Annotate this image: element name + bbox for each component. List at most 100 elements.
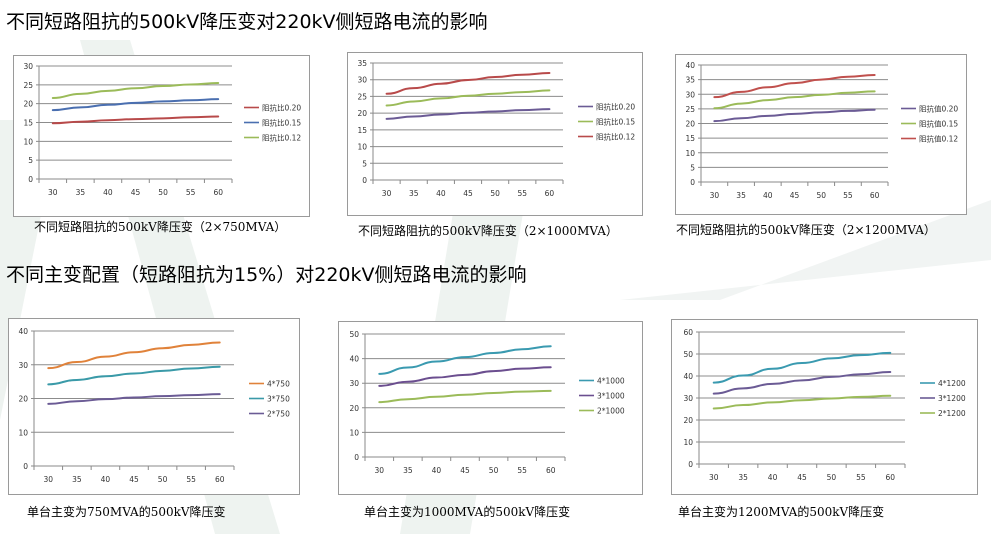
chart-svg: 0 5 10 15 20 25 30 30 35 40 45 50 55 60 阻抗比0.20 阻抗比0.15… [23,62,301,197]
legend-item: 3*1200 [920,394,966,403]
x-tick-label: 55 [856,473,866,482]
x-tick-label: 45 [463,189,473,198]
series-line [385,72,551,95]
chart-2x1000: 0 5 10 15 20 25 30 35 30 35 40 45 50 55 60 阻抗比0.20 阻抗比0.… [347,52,643,216]
y-tick-label: 10 [357,143,367,152]
y-tick-label: 0 [362,176,367,185]
x-tick-label: 60 [545,189,555,198]
legend-label: 2*1000 [597,407,625,416]
y-tick-label: 40 [683,372,693,381]
legend-label: 阻抗比0.20 [262,103,301,113]
watermark-shape [620,200,991,300]
chart-2x1200: 0 5 10 15 20 25 30 35 40 30 35 40 45 50 55 60 阻抗值0.20 阻抗值… [675,54,967,215]
y-tick-label: 5 [28,156,33,165]
chart-750-config: 0 10 20 30 40 30 35 40 45 50 55 60 4*750 3*750 2*750 [8,318,300,495]
legend-item: 阻抗值0.15 [901,119,958,129]
series-line [378,389,552,404]
x-tick-label: 55 [518,189,528,198]
chart-1000-config: 0 10 20 30 40 50 30 35 40 45 50 55 60 4*1000 3*1000 2*1… [338,321,643,495]
x-tick-label: 30 [375,466,385,475]
x-tick-label: 45 [460,466,470,475]
series-line [712,351,892,384]
y-tick-label: 15 [23,119,33,128]
x-tick-label: 40 [436,189,446,198]
chart-svg: 0 10 20 30 40 50 60 30 35 40 45 50 55 60 4*1200 3*1200 2… [683,328,966,482]
legend-label: 3*1200 [938,394,966,403]
legend-item: 2*750 [249,410,290,419]
x-tick-label: 35 [738,473,748,482]
y-tick-label: 15 [685,134,695,143]
y-tick-label: 10 [18,428,28,437]
heading-top: 不同短路阻抗的500kV降压变对220kV侧短路电流的影响 [6,11,488,33]
legend-label: 阻抗比0.15 [596,117,635,127]
x-tick-label: 55 [186,475,196,484]
legend-label: 2*750 [267,410,290,419]
y-tick-label: 0 [23,462,28,471]
x-tick-label: 55 [843,191,853,200]
x-tick-label: 55 [186,188,196,197]
x-tick-label: 30 [48,188,58,197]
x-tick-label: 60 [213,188,223,197]
legend-item: 阻抗比0.15 [578,117,635,127]
x-tick-label: 50 [158,475,168,484]
legend-label: 4*750 [267,380,290,389]
y-tick-label: 0 [354,453,359,462]
y-tick-label: 10 [683,438,693,447]
legend-label: 阻抗比0.12 [262,133,301,143]
x-tick-label: 60 [886,473,896,482]
x-tick-label: 35 [76,188,86,197]
y-tick-label: 30 [685,90,695,99]
x-tick-label: 40 [432,466,442,475]
y-tick-label: 5 [690,163,695,172]
chart-svg: 0 5 10 15 20 25 30 35 30 35 40 45 50 55 60 阻抗比0.20 阻抗比0.… [357,59,635,198]
legend-item: 阻抗比0.15 [244,118,301,128]
x-tick-label: 45 [129,475,139,484]
chart-caption: 不同短路阻抗的500kV降压变（2×1200MVA） [676,223,936,237]
chart-caption: 单台主变为1000MVA的500kV降压变 [364,505,571,519]
y-tick-label: 30 [683,394,693,403]
legend-label: 阻抗比0.15 [262,118,301,128]
legend-item: 2*1000 [579,407,625,416]
heading-bottom: 不同主变配置（短路阻抗为15%）对220kV侧短路电流的影响 [6,264,527,286]
y-tick-label: 25 [357,92,367,101]
chart-caption: 单台主变为1200MVA的500kV降压变 [678,505,885,519]
legend-item: 阻抗值0.12 [901,134,958,144]
y-tick-label: 20 [357,109,367,118]
x-tick-label: 40 [103,188,113,197]
series-line [713,108,876,123]
x-tick-label: 35 [403,466,413,475]
y-tick-label: 10 [23,137,33,146]
y-tick-label: 20 [685,120,695,129]
series-line [51,98,220,112]
x-tick-label: 40 [768,473,778,482]
y-tick-label: 35 [685,76,695,85]
x-tick-label: 60 [870,191,880,200]
y-tick-label: 30 [357,76,367,85]
series-line [378,345,552,375]
chart-svg: 0 5 10 15 20 25 30 35 40 30 35 40 45 50 55 60 阻抗值0.20 阻抗值… [685,61,958,200]
series-line [385,89,551,107]
y-tick-label: 40 [349,355,359,364]
y-tick-label: 20 [18,395,28,404]
y-tick-label: 5 [362,159,367,168]
x-tick-label: 30 [382,189,392,198]
x-tick-label: 55 [517,466,527,475]
legend-item: 4*1200 [920,379,966,388]
y-tick-label: 10 [349,428,359,437]
y-tick-label: 60 [683,328,693,337]
x-tick-label: 50 [827,473,837,482]
y-tick-label: 30 [23,62,33,71]
chart-caption: 单台主变为750MVA的500kV降压变 [27,505,226,519]
legend-item: 阻抗比0.12 [578,132,635,142]
legend-label: 2*1200 [938,409,966,418]
legend-label: 阻抗值0.20 [919,104,958,114]
y-tick-label: 30 [349,379,359,388]
y-tick-label: 0 [28,175,33,184]
chart-caption: 不同短路阻抗的500kV降压变（2×750MVA） [34,220,287,234]
legend-item: 阻抗比0.20 [578,102,635,112]
x-tick-label: 35 [409,189,419,198]
y-tick-label: 35 [357,59,367,68]
chart-caption: 不同短路阻抗的500kV降压变（2×1000MVA） [358,224,618,238]
chart-1200-config: 0 10 20 30 40 50 60 30 35 40 45 50 55 60 4*1200 3*1200 2… [671,319,978,495]
legend-item: 2*1200 [920,409,966,418]
